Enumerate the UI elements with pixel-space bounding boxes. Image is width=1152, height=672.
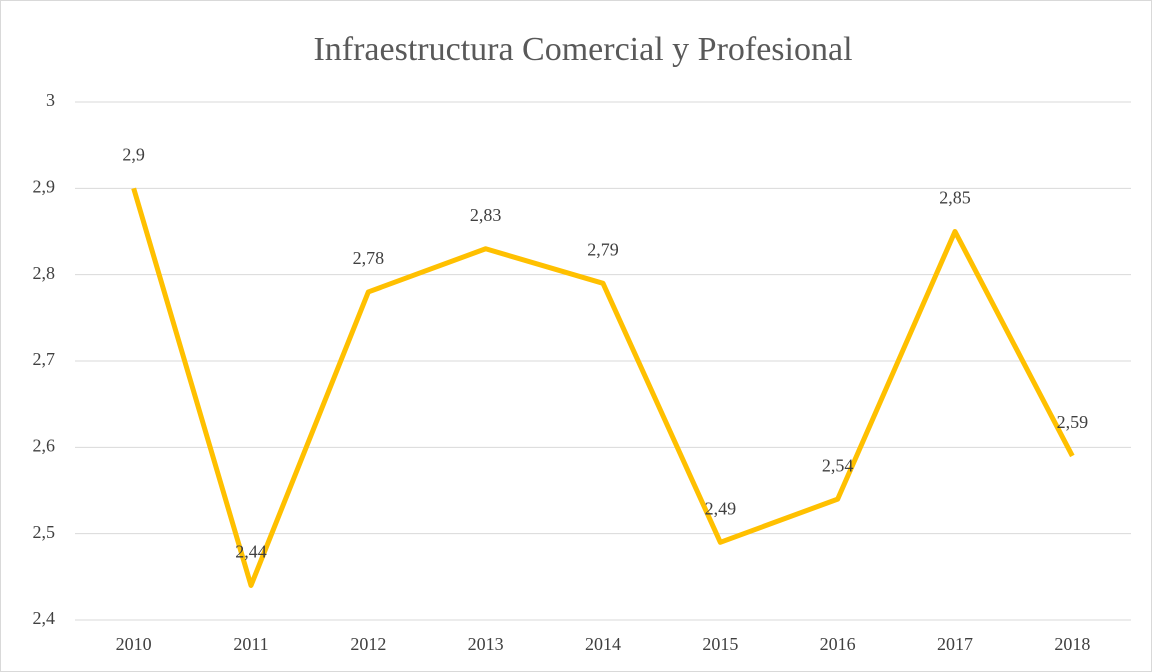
data-label: 2,78: [353, 248, 385, 268]
data-label: 2,44: [235, 542, 267, 562]
data-label: 2,59: [1057, 412, 1089, 432]
y-tick-label: 2,8: [33, 263, 56, 283]
x-tick-label: 2010: [116, 634, 152, 654]
line: [131, 187, 1075, 588]
chart-title: Infraestructura Comercial y Profesional: [313, 31, 852, 68]
data-label: 2,79: [587, 239, 619, 259]
x-tick-label: 2016: [820, 634, 856, 654]
data-label: 2,85: [939, 188, 971, 208]
y-tick-label: 2,5: [33, 522, 56, 542]
y-tick-label: 2,4: [33, 608, 56, 628]
x-tick-label: 2017: [937, 634, 973, 654]
y-tick-label: 2,7: [33, 349, 56, 369]
y-tick-label: 2,6: [33, 435, 56, 455]
y-tick-label: 3: [46, 90, 55, 110]
data-label: 2,83: [470, 205, 502, 225]
data-label: 2,9: [122, 144, 145, 164]
data-label: 2,49: [705, 498, 737, 518]
x-tick-label: 2012: [350, 634, 386, 654]
x-tick-label: 2015: [702, 634, 738, 654]
data-label: 2,54: [822, 455, 854, 475]
x-tick-label: 2014: [585, 634, 621, 654]
x-tick-label: 2011: [233, 634, 268, 654]
x-tick-label: 2013: [468, 634, 504, 654]
y-tick-label: 2,9: [33, 176, 56, 196]
x-tick-label: 2018: [1054, 634, 1090, 654]
